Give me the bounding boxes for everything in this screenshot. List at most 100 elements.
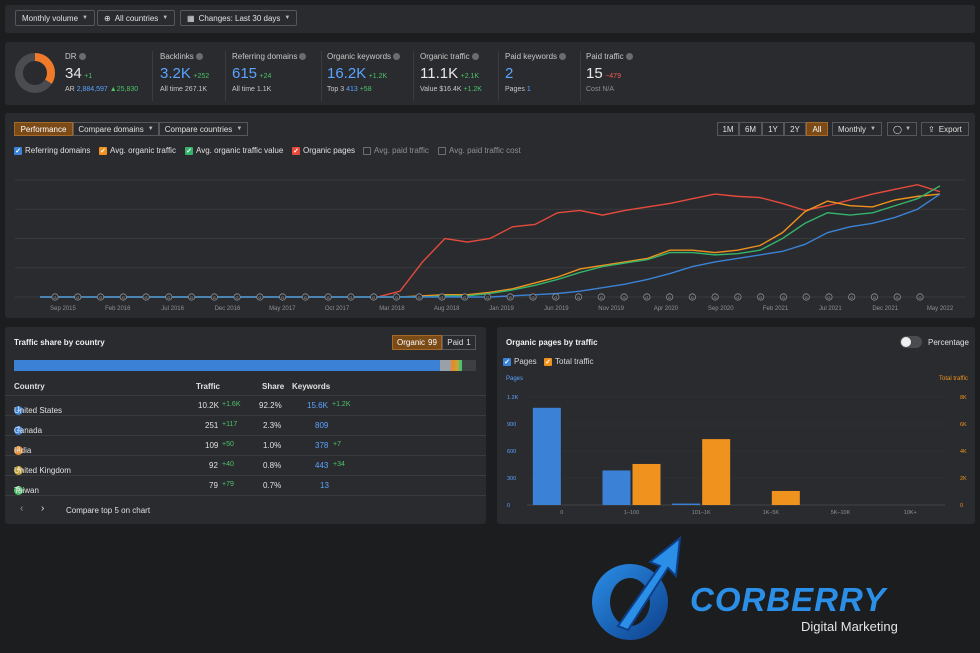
dr-ring (15, 53, 55, 93)
left-axis-title: Pages (506, 376, 524, 382)
backlinks-value[interactable]: 3.2K (160, 65, 191, 82)
legend-total-traffic[interactable]: ✓ Total traffic (544, 357, 594, 366)
chevron-right-icon[interactable]: › (41, 503, 45, 514)
tab-paid[interactable]: Paid 1 (442, 335, 476, 350)
legend-organic-pages[interactable]: ✓ Organic pages (292, 146, 355, 155)
update-marker-label: G (486, 295, 489, 300)
col-keywords[interactable]: Keywords (292, 382, 331, 391)
update-marker-label: G (349, 295, 352, 300)
y-left-tick-label: 1.2K (507, 395, 519, 401)
range-1m[interactable]: 1M (717, 122, 739, 136)
col-country[interactable]: Country (14, 382, 45, 391)
tab-paid-count: 1 (466, 338, 471, 347)
traffic-delta: +40 (222, 461, 234, 468)
update-marker (870, 293, 879, 301)
share-value: 1.0% (263, 441, 282, 450)
x-tick-label: Aug 2018 (434, 306, 460, 312)
checkbox-icon: ✓ (544, 357, 552, 366)
info-icon[interactable] (78, 53, 86, 61)
keywords-value[interactable]: 15.6K (307, 401, 328, 410)
chevron-left-icon[interactable]: ‹ (20, 503, 24, 514)
table-row[interactable]: 5 Taiwan 79 +79 0.7% 13 (5, 475, 486, 495)
col-share[interactable]: Share (262, 382, 285, 391)
tab-compare-domains[interactable]: Compare domains ▼ (73, 122, 159, 136)
ref-domains-value[interactable]: 615 (232, 65, 258, 82)
range-6m[interactable]: 6M (739, 122, 762, 136)
interval-dropdown[interactable]: Monthly ▼ (832, 122, 882, 136)
update-marker-label: G (509, 295, 512, 300)
table-row[interactable]: 2 Canada 251 +117 2.3% 809 (5, 415, 486, 435)
share-value: 2.3% (263, 421, 282, 430)
ref-domains-sub-value: 1.1K (256, 86, 272, 93)
update-marker-label: G (600, 295, 603, 300)
keywords-value[interactable]: 378 (315, 441, 329, 450)
info-icon[interactable] (393, 53, 401, 61)
table-row[interactable]: 1 United States 10.2K +1.6K 92.2% 15.6K +… (5, 395, 486, 415)
ar-value[interactable]: 2,884,597 (76, 86, 108, 93)
info-icon[interactable] (471, 53, 479, 61)
changes-label: Changes: Last 30 days (198, 13, 281, 23)
tab-performance[interactable]: Performance (14, 122, 73, 136)
update-marker-label: G (327, 295, 330, 300)
divider (580, 51, 581, 101)
checkbox-icon: ✓ (14, 146, 22, 155)
export-button[interactable]: ⇪ Export (921, 122, 969, 136)
update-marker-label: G (76, 295, 79, 300)
keywords-delta: +7 (333, 441, 341, 448)
changes-dropdown[interactable]: ▦ Changes: Last 30 days ▼ (180, 10, 298, 26)
legend-avg-paid-traffic-cost[interactable]: Avg. paid traffic cost (438, 146, 521, 155)
keywords-value[interactable]: 443 (315, 461, 329, 470)
countries-dropdown[interactable]: ⊕ All countries ▼ (97, 10, 176, 26)
compare-top5-link[interactable]: Compare top 5 on chart (66, 506, 151, 515)
range-2y[interactable]: 2Y (784, 122, 806, 136)
keywords-delta: +34 (333, 461, 345, 468)
range-1y[interactable]: 1Y (762, 122, 784, 136)
legend-referring-domains[interactable]: ✓ Referring domains (14, 146, 90, 155)
percentage-toggle[interactable] (900, 336, 922, 348)
update-marker (552, 293, 560, 301)
divider (413, 51, 414, 101)
org-keywords-sub-value[interactable]: 413 (346, 86, 358, 93)
chevron-down-icon: ▼ (147, 126, 154, 132)
legend-avg-paid-traffic[interactable]: Avg. paid traffic (363, 146, 429, 155)
paid-keywords-sub-value[interactable]: 1 (526, 86, 531, 93)
org-keywords-value[interactable]: 16.2K (327, 65, 367, 82)
info-icon[interactable] (625, 53, 633, 61)
info-icon[interactable] (559, 53, 567, 61)
monthly-volume-dropdown[interactable]: Monthly volume ▼ (15, 10, 95, 26)
table-row[interactable]: 4 United Kingdom 92 +40 0.8% 443 +34 (5, 455, 486, 475)
info-icon[interactable] (299, 53, 307, 61)
update-marker (187, 293, 196, 301)
info-icon[interactable] (195, 53, 203, 61)
update-marker-label: G (668, 295, 671, 300)
update-marker-label: G (850, 295, 853, 300)
ar-label: AR (65, 86, 75, 93)
legend-pages[interactable]: ✓ Pages (503, 357, 537, 366)
dr-delta: +1 (84, 73, 93, 80)
paid-keywords-value[interactable]: 2 (505, 65, 514, 82)
annotations-dropdown[interactable]: ◯ ▼ (887, 122, 917, 136)
chevron-down-icon: ▼ (82, 15, 88, 21)
country-panel-title: Traffic share by country (14, 338, 105, 347)
update-marker-label: G (827, 295, 830, 300)
update-marker-label: G (623, 295, 626, 300)
col-traffic[interactable]: Traffic (196, 382, 221, 391)
tab-compare-countries[interactable]: Compare countries ▼ (159, 122, 248, 136)
backlinks-sub-label: All time (160, 86, 183, 93)
update-marker (74, 293, 82, 301)
update-marker (233, 293, 241, 301)
keywords-value[interactable]: 13 (320, 481, 329, 490)
tab-organic[interactable]: Organic 99 (392, 335, 442, 350)
org-traffic-label: Organic traffic (420, 52, 470, 61)
paid-traffic-delta: −479 (605, 73, 621, 80)
update-marker (893, 293, 901, 301)
legend-label: Organic pages (303, 146, 356, 155)
y-right-tick-label: 6K (960, 422, 967, 428)
keywords-value[interactable]: 809 (315, 421, 329, 430)
legend-avg-organic-traffic[interactable]: ✓ Avg. organic traffic (99, 146, 176, 155)
legend-avg-organic-traffic-value[interactable]: ✓ Avg. organic traffic value (185, 146, 283, 155)
range-all[interactable]: All (806, 122, 828, 136)
update-marker-label: G (531, 295, 534, 300)
x-tick-label: Dec 2016 (215, 306, 241, 312)
table-row[interactable]: 3 India 109 +50 1.0% 378 +7 (5, 435, 486, 455)
